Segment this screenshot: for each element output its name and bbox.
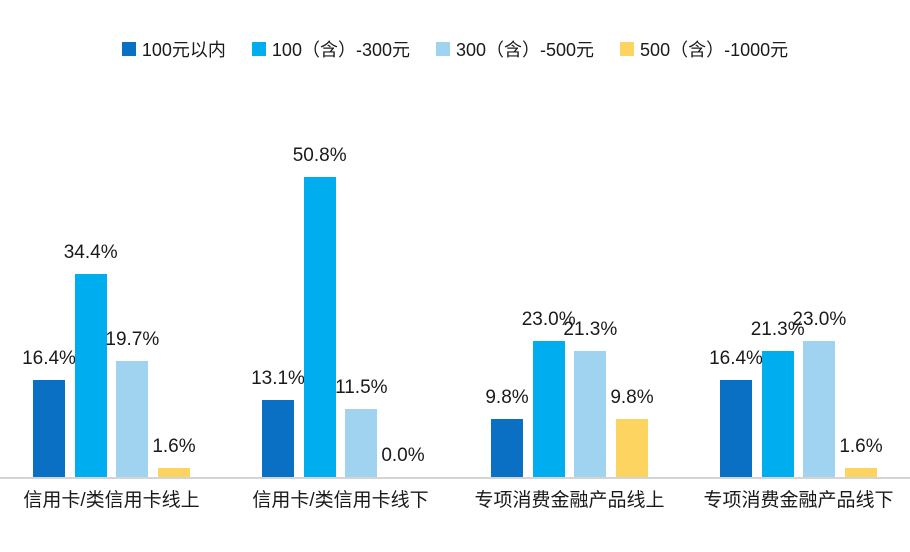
legend-item: 500（含）-1000元 [620,36,788,62]
bar-slot: 9.8% [485,80,529,477]
bar [844,467,877,477]
x-axis-line [0,477,910,479]
bar [720,380,752,477]
bar-groups: 16.4% 34.4% 19.7% 1.6% 13.1% 50.8% 11.5% 0.0% 9.… [0,80,910,477]
bar-slot: 19.7% [105,80,159,477]
bar-slot: 50.8% [293,80,347,477]
bar-group: 16.4% 34.4% 19.7% 1.6% [22,80,196,477]
bar-value-label: 11.5% [335,377,388,399]
bar-value-label: 21.3% [563,319,618,341]
bar-value-label: 50.8% [292,145,347,167]
bar [345,409,378,477]
legend-swatch-icon [121,42,136,56]
plot-area: 16.4% 34.4% 19.7% 1.6% 13.1% 50.8% 11.5% 0.0% 9.… [0,80,910,479]
bar [761,351,794,477]
x-axis-labels: 信用卡/类信用卡线上 信用卡/类信用卡线下 专项消费金融产品线上 专项消费金融产品线下 [0,489,910,513]
legend-label: 100元以内 [141,40,226,60]
bar [116,360,149,477]
bar-slot: 16.4% [22,80,76,477]
bar-slot: 1.6% [839,80,883,477]
bar-slot: 0.0% [381,80,424,477]
bar-slot: 16.4% [709,80,763,477]
bar-value-label: 1.6% [152,435,196,457]
bar [33,380,65,477]
legend-swatch-icon [620,42,635,56]
bar [491,419,523,477]
bar-slot: 13.1% [251,80,305,477]
bar-slot: 11.5% [335,80,388,477]
bar-slot: 23.0% [792,80,846,477]
bar-value-label: 21.3% [750,319,805,341]
bar-slot: 21.3% [751,80,805,477]
x-axis-label: 专项消费金融产品线上 [474,490,665,511]
bar [615,419,648,477]
legend-item: 100元以内 [121,36,226,62]
legend-item: 300（含）-500元 [435,36,595,62]
bar-slot: 21.3% [563,80,617,477]
bar-value-label: 23.0% [521,309,576,331]
chart-legend: 100元以内 100（含）-300元 300（含）-500元 500（含）-1000元 [0,36,910,62]
bar-value-label: 13.1% [251,367,305,389]
bar-slot: 9.8% [610,80,654,477]
bar-value-label: 16.4% [709,348,763,370]
bar [532,341,565,477]
bar-group: 9.8% 23.0% 21.3% 9.8% [485,80,654,477]
legend-label: 300（含）-500元 [455,40,595,60]
bar [157,467,190,477]
x-axis-label: 信用卡/类信用卡线上 [23,490,200,511]
bar-value-label: 1.6% [839,435,883,457]
bar-value-label: 19.7% [105,328,160,350]
x-axis-label: 专项消费金融产品线下 [703,490,894,511]
bar-slot: 34.4% [64,80,118,477]
bar [74,274,107,477]
bar-slot: 1.6% [152,80,196,477]
bar-value-label: 16.4% [22,348,76,370]
bar-slot: 23.0% [522,80,576,477]
bar [303,177,336,477]
bar-value-label: 9.8% [610,387,654,409]
x-axis-label: 信用卡/类信用卡线下 [252,490,429,511]
legend-swatch-icon [251,42,266,56]
bar [803,341,836,477]
legend-swatch-icon [435,42,450,56]
bar-group: 13.1% 50.8% 11.5% 0.0% [251,80,425,477]
legend-label: 500（含）-1000元 [640,40,789,60]
bar-group: 16.4% 21.3% 23.0% 1.6% [709,80,883,477]
bar [262,399,294,477]
bar-value-label: 23.0% [792,309,847,331]
legend-label: 100（含）-300元 [271,40,410,60]
bar-value-label: 34.4% [63,242,118,264]
bar [574,351,607,477]
legend-item: 100（含）-300元 [251,36,410,62]
bar-value-label: 9.8% [485,387,529,409]
bar-value-label: 0.0% [381,445,425,466]
